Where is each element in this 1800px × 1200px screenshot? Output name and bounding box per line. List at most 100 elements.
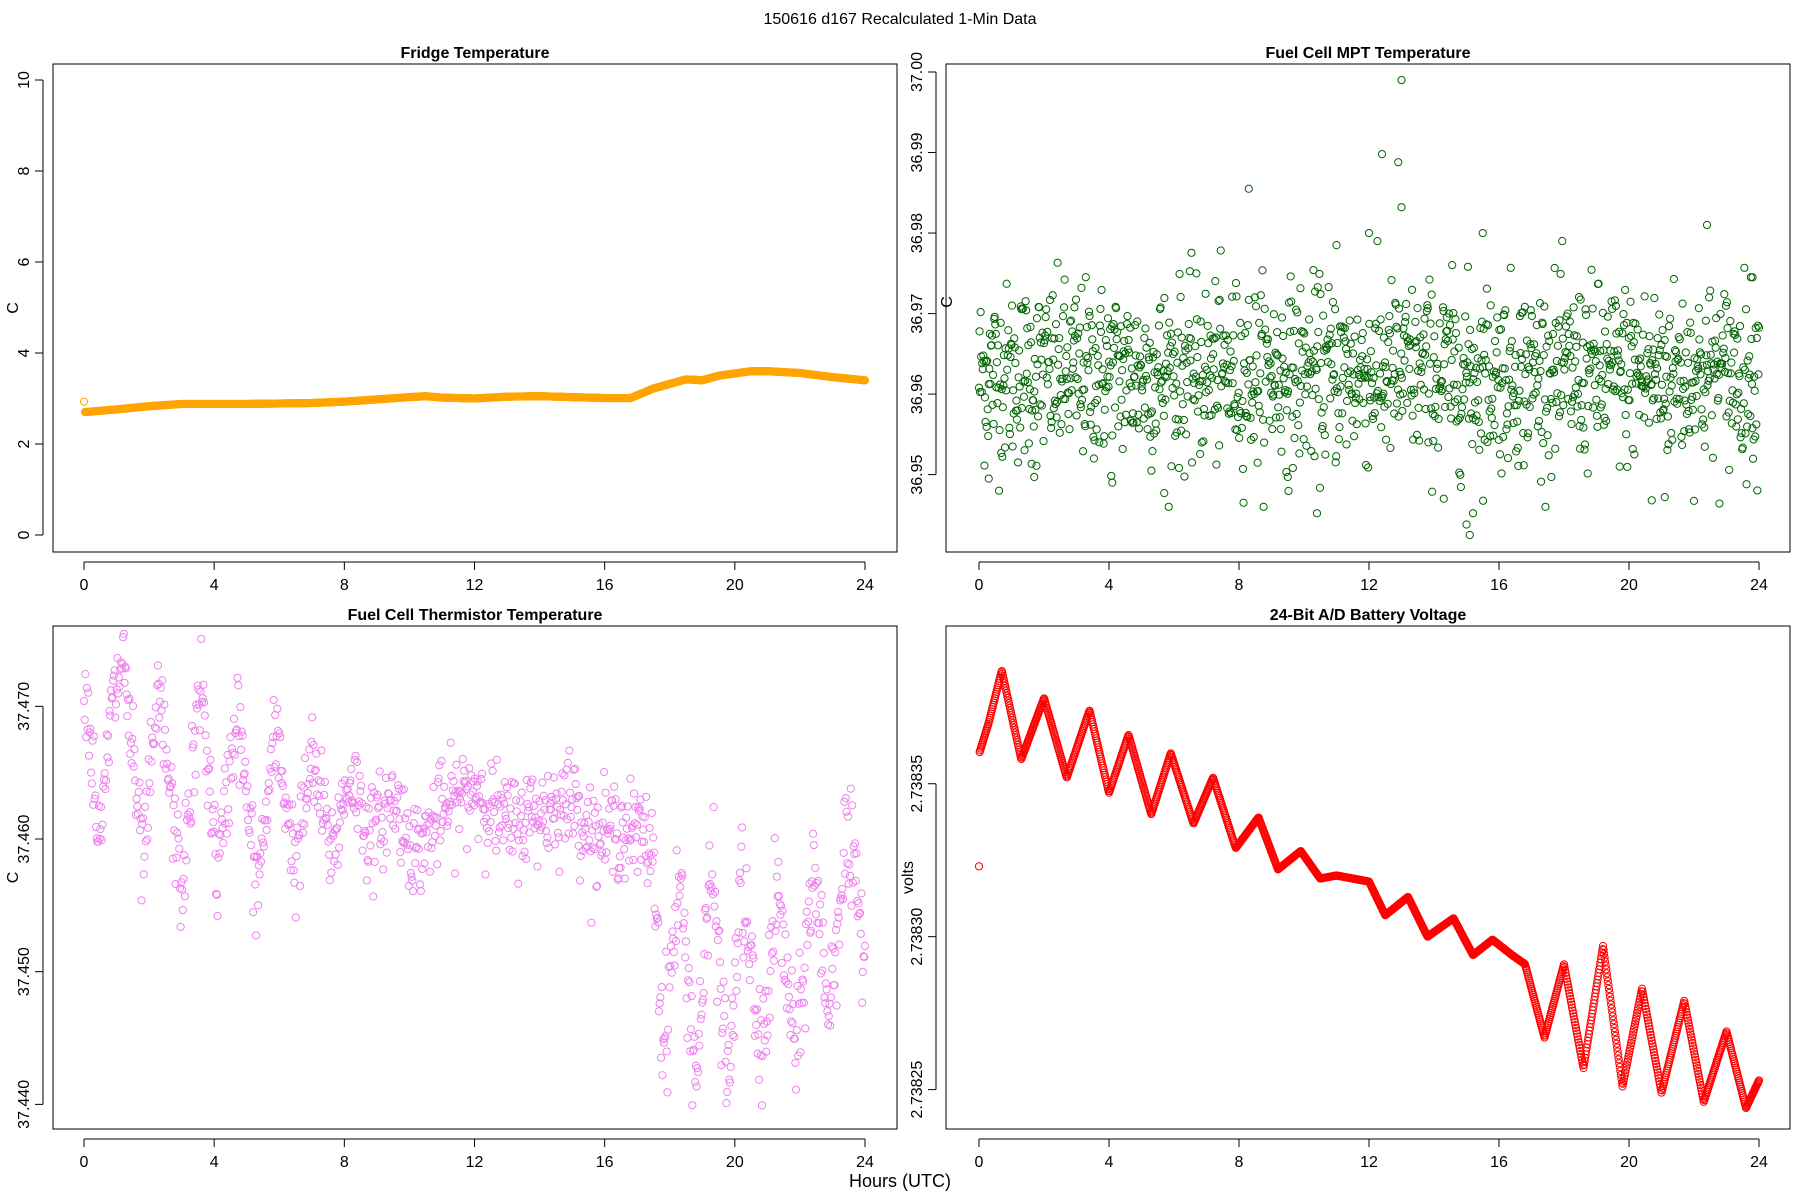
data-point bbox=[1542, 403, 1552, 413]
data-point bbox=[1301, 390, 1310, 399]
data-point bbox=[1398, 389, 1407, 398]
data-point bbox=[1246, 413, 1255, 422]
data-point bbox=[84, 688, 93, 697]
y-tick-label: 4 bbox=[16, 348, 33, 357]
data-point bbox=[1348, 349, 1358, 358]
data-point bbox=[1514, 461, 1523, 471]
data-point bbox=[121, 662, 130, 671]
data-point bbox=[1745, 352, 1754, 361]
data-point bbox=[1094, 361, 1103, 370]
data-point bbox=[1042, 305, 1051, 314]
data-point bbox=[1691, 377, 1700, 386]
data-point bbox=[1406, 340, 1415, 349]
data-point bbox=[658, 1071, 667, 1080]
data-point bbox=[1457, 403, 1467, 412]
data-point bbox=[1571, 357, 1580, 366]
data-point bbox=[1371, 319, 1380, 328]
data-point bbox=[425, 867, 435, 876]
data-point bbox=[1439, 494, 1448, 503]
data-point bbox=[187, 721, 197, 731]
data-point bbox=[1396, 370, 1405, 379]
x-tick-label: 4 bbox=[1105, 577, 1114, 594]
data-point bbox=[1696, 350, 1706, 359]
data-point bbox=[1093, 351, 1102, 361]
data-point bbox=[1397, 349, 1406, 358]
data-point bbox=[190, 788, 199, 797]
data-point bbox=[192, 704, 202, 713]
data-point bbox=[148, 738, 158, 747]
data-point bbox=[1210, 334, 1219, 343]
data-point bbox=[247, 809, 256, 818]
data-point bbox=[1484, 395, 1493, 405]
data-point bbox=[1631, 319, 1640, 328]
data-point bbox=[150, 723, 160, 732]
data-point bbox=[205, 787, 214, 796]
data-point bbox=[364, 857, 373, 866]
data-point bbox=[1226, 409, 1236, 418]
data-point bbox=[109, 671, 118, 680]
data-point bbox=[1187, 458, 1197, 467]
data-point bbox=[1226, 347, 1235, 356]
data-point bbox=[1228, 292, 1237, 301]
data-point bbox=[1283, 472, 1292, 482]
data-point bbox=[330, 826, 339, 835]
data-point bbox=[1265, 416, 1274, 425]
data-point bbox=[1055, 428, 1064, 437]
data-point bbox=[320, 790, 329, 800]
data-point bbox=[1435, 319, 1444, 328]
data-point bbox=[1671, 357, 1680, 366]
data-point bbox=[1504, 402, 1513, 411]
data-point bbox=[1544, 331, 1553, 340]
data-point bbox=[114, 689, 123, 698]
data-point bbox=[1684, 406, 1693, 416]
data-point bbox=[1058, 374, 1067, 383]
data-point bbox=[1241, 328, 1250, 338]
data-point bbox=[135, 778, 144, 787]
data-point bbox=[708, 870, 717, 879]
data-point bbox=[1529, 390, 1538, 399]
data-point bbox=[997, 448, 1006, 458]
data-point bbox=[1556, 269, 1565, 279]
data-point bbox=[978, 359, 987, 368]
data-point bbox=[585, 835, 594, 845]
data-point bbox=[1445, 320, 1455, 330]
data-point bbox=[111, 713, 120, 722]
data-point bbox=[1462, 520, 1471, 529]
data-point bbox=[1637, 377, 1647, 386]
data-point bbox=[1170, 391, 1179, 400]
data-point bbox=[1566, 351, 1575, 361]
data-point bbox=[1461, 378, 1470, 387]
data-point bbox=[989, 419, 998, 429]
data-point bbox=[1319, 403, 1328, 412]
data-point bbox=[325, 876, 334, 885]
data-point bbox=[1511, 350, 1520, 360]
data-point bbox=[1197, 438, 1206, 447]
data-point bbox=[1588, 304, 1597, 313]
data-point bbox=[772, 872, 781, 881]
data-point bbox=[1360, 364, 1369, 374]
data-point bbox=[1751, 323, 1760, 333]
data-point bbox=[1303, 362, 1312, 371]
data-point bbox=[1352, 420, 1361, 429]
data-point bbox=[987, 341, 996, 350]
data-point bbox=[1521, 370, 1530, 379]
data-point bbox=[1264, 361, 1273, 370]
data-point bbox=[1096, 327, 1106, 337]
data-point bbox=[1507, 337, 1516, 346]
data-point bbox=[1539, 438, 1548, 448]
data-point bbox=[783, 953, 792, 962]
data-point bbox=[1547, 472, 1556, 482]
data-point bbox=[1417, 363, 1426, 372]
data-point bbox=[1064, 409, 1073, 419]
data-point bbox=[1560, 353, 1570, 363]
data-point bbox=[382, 848, 391, 857]
data-point bbox=[667, 968, 676, 977]
data-point bbox=[600, 767, 609, 777]
data-point bbox=[338, 806, 347, 815]
data-point bbox=[175, 884, 185, 893]
data-point bbox=[1738, 443, 1747, 452]
data-point bbox=[974, 383, 984, 392]
data-point bbox=[1084, 366, 1093, 375]
data-point bbox=[263, 787, 273, 796]
data-point bbox=[1314, 395, 1323, 404]
